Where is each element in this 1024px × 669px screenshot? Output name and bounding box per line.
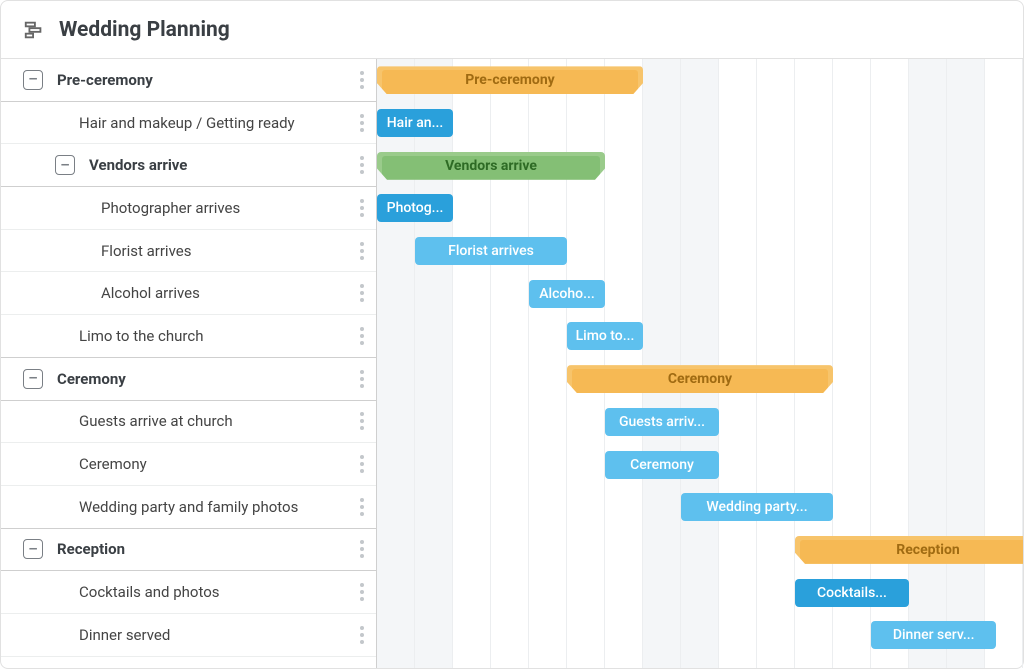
bar-label: Dinner serv...	[893, 627, 975, 643]
task-label: Pre-ceremony	[57, 71, 153, 89]
drag-handle-icon[interactable]	[360, 71, 364, 89]
task-row: Cocktails and photos	[1, 571, 376, 614]
bar-label: Hair an...	[387, 115, 444, 131]
summary-bar[interactable]: Pre-ceremony	[377, 66, 643, 94]
task-bar[interactable]: Alcoho...	[529, 280, 605, 308]
task-bar[interactable]: Guests arriv...	[605, 408, 719, 436]
bar-label: Reception	[896, 542, 959, 558]
task-bar[interactable]: Cocktails...	[795, 579, 909, 607]
task-row: –Vendors arrive	[1, 144, 376, 187]
task-row: Limo to the church	[1, 315, 376, 358]
timeline-row: Cocktails...	[377, 571, 1023, 614]
task-bar[interactable]: Dinner serv...	[871, 621, 996, 649]
bar-label: Vendors arrive	[445, 158, 537, 174]
bar-label: Cocktails...	[817, 585, 887, 601]
bar-label: Limo to...	[576, 328, 635, 344]
task-label: Dinner served	[79, 626, 170, 644]
drag-handle-icon[interactable]	[360, 498, 364, 516]
gantt-app: Wedding Planning –Pre-ceremonyHair and m…	[0, 0, 1024, 669]
task-label: Guests arrive at church	[79, 412, 233, 430]
gantt-icon	[23, 19, 45, 41]
drag-handle-icon[interactable]	[360, 156, 364, 174]
task-row: –Ceremony	[1, 358, 376, 401]
timeline-row: Alcoho...	[377, 272, 1023, 315]
drag-handle-icon[interactable]	[360, 626, 364, 644]
task-bar[interactable]: Photog...	[377, 194, 453, 222]
task-row: Florist arrives	[1, 230, 376, 273]
timeline-row: Wedding party...	[377, 486, 1023, 529]
task-label: Alcohol arrives	[101, 284, 200, 302]
collapse-toggle[interactable]: –	[23, 70, 43, 90]
task-bar[interactable]: Wedding party...	[681, 493, 833, 521]
timeline-row: Pre-ceremony	[377, 59, 1023, 102]
drag-handle-icon[interactable]	[360, 412, 364, 430]
task-row: –Pre-ceremony	[1, 59, 376, 102]
header: Wedding Planning	[1, 1, 1023, 59]
timeline-panel: Pre-ceremony Hair an... Vendors arrive Phot…	[377, 59, 1023, 668]
task-row: Photographer arrives	[1, 187, 376, 230]
timeline-row: Reception	[377, 529, 1023, 572]
page-title: Wedding Planning	[59, 18, 230, 42]
bar-label: Photog...	[387, 200, 444, 216]
bar-label: Pre-ceremony	[465, 72, 554, 88]
task-label: Hair and makeup / Getting ready	[79, 114, 295, 132]
drag-handle-icon[interactable]	[360, 455, 364, 473]
task-label: Cocktails and photos	[79, 583, 220, 601]
task-label: Ceremony	[79, 455, 147, 473]
task-label: Wedding party and family photos	[79, 498, 298, 516]
task-row: Hair and makeup / Getting ready	[1, 102, 376, 145]
task-label: Ceremony	[57, 370, 126, 388]
timeline-row: Limo to...	[377, 315, 1023, 358]
task-bar[interactable]: Florist arrives	[415, 237, 567, 265]
task-bar[interactable]: Ceremony	[605, 451, 719, 479]
bar-label: Ceremony	[630, 457, 694, 473]
task-label: Vendors arrive	[89, 156, 187, 174]
bar-label: Guests arriv...	[619, 414, 705, 430]
task-label: Limo to the church	[79, 327, 203, 345]
content: –Pre-ceremonyHair and makeup / Getting r…	[1, 59, 1023, 668]
task-label: Reception	[57, 540, 125, 558]
timeline-row: Ceremony	[377, 443, 1023, 486]
drag-handle-icon[interactable]	[360, 370, 364, 388]
drag-handle-icon[interactable]	[360, 583, 364, 601]
task-row: Ceremony	[1, 443, 376, 486]
bar-label: Florist arrives	[448, 243, 534, 259]
summary-bar[interactable]: Ceremony	[567, 365, 833, 393]
task-row: Wedding party and family photos	[1, 486, 376, 529]
task-label: Florist arrives	[101, 242, 191, 260]
bar-label: Ceremony	[668, 371, 732, 387]
timeline-bars: Pre-ceremony Hair an... Vendors arrive Phot…	[377, 59, 1023, 668]
task-bar[interactable]: Limo to...	[567, 322, 643, 350]
collapse-toggle[interactable]: –	[23, 539, 43, 559]
bar-label: Wedding party...	[706, 499, 807, 515]
bar-label: Alcoho...	[539, 286, 595, 302]
drag-handle-icon[interactable]	[360, 114, 364, 132]
drag-handle-icon[interactable]	[360, 242, 364, 260]
drag-handle-icon[interactable]	[360, 284, 364, 302]
drag-handle-icon[interactable]	[360, 199, 364, 217]
timeline-row: Ceremony	[377, 358, 1023, 401]
timeline-row: Hair an...	[377, 102, 1023, 145]
collapse-toggle[interactable]: –	[55, 155, 75, 175]
task-list-panel: –Pre-ceremonyHair and makeup / Getting r…	[1, 59, 377, 668]
summary-bar[interactable]: Reception	[795, 536, 1023, 564]
drag-handle-icon[interactable]	[360, 540, 364, 558]
timeline-row: Vendors arrive	[377, 144, 1023, 187]
task-bar[interactable]: Hair an...	[377, 109, 453, 137]
timeline-row: Dinner serv...	[377, 614, 1023, 657]
drag-handle-icon[interactable]	[360, 327, 364, 345]
task-label: Photographer arrives	[101, 199, 240, 217]
task-row: –Reception	[1, 529, 376, 572]
summary-bar[interactable]: Vendors arrive	[377, 152, 605, 180]
timeline-row: Photog...	[377, 187, 1023, 230]
task-row: Dinner served	[1, 614, 376, 657]
collapse-toggle[interactable]: –	[23, 369, 43, 389]
task-row: Alcohol arrives	[1, 272, 376, 315]
task-row: Guests arrive at church	[1, 401, 376, 444]
timeline-row: Florist arrives	[377, 230, 1023, 273]
timeline-row: Guests arriv...	[377, 401, 1023, 444]
